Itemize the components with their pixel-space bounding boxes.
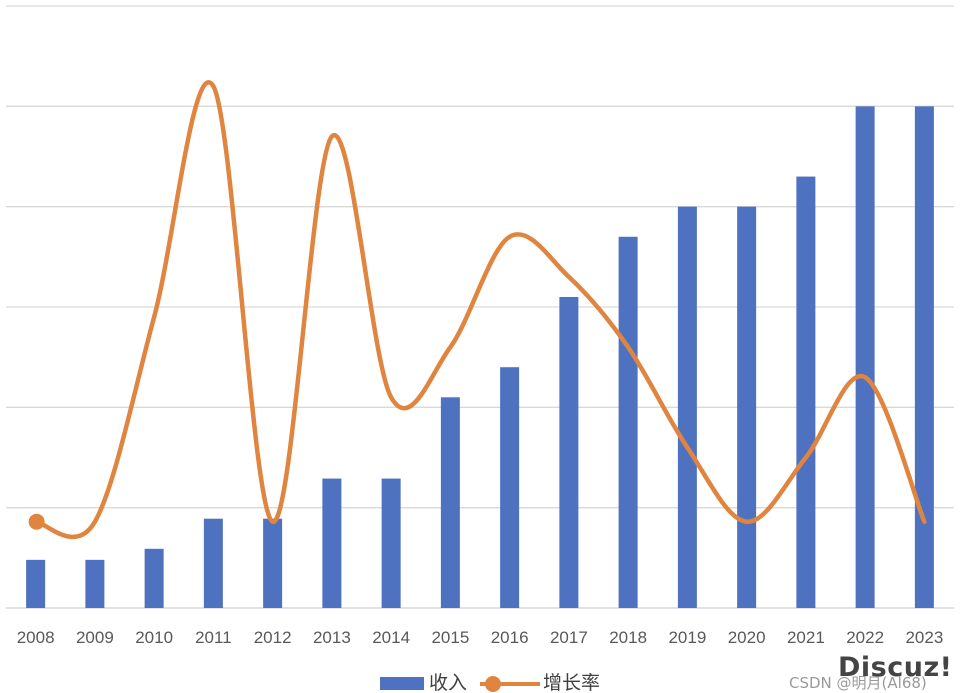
bar	[677, 206, 697, 608]
bar-series	[26, 106, 934, 609]
x-tick-label: 2011	[195, 628, 232, 647]
x-tick-label: 2012	[254, 628, 292, 647]
x-tick-label: 2017	[550, 628, 588, 647]
legend: 收入 增长率	[380, 672, 600, 693]
bar	[500, 367, 520, 608]
watermark-logo: Discuz!	[838, 652, 953, 683]
x-tick-label: 2009	[76, 628, 114, 647]
bar	[559, 296, 579, 608]
bar	[737, 206, 757, 608]
x-tick-label: 2016	[491, 628, 529, 647]
bar	[796, 176, 816, 609]
legend-line-marker	[485, 676, 501, 692]
bar	[618, 236, 638, 608]
bar	[914, 106, 934, 608]
line-series	[28, 80, 927, 540]
x-tick-label: 2023	[905, 628, 943, 647]
line-start-marker	[28, 513, 45, 530]
legend-bar-label: 收入	[429, 672, 467, 693]
bar	[85, 559, 105, 608]
x-tick-label: 2015	[431, 628, 469, 647]
x-tick-label: 2019	[668, 628, 706, 647]
x-tick-label: 2010	[135, 628, 173, 647]
bar	[26, 559, 46, 608]
legend-bar-swatch	[380, 677, 424, 690]
bar	[440, 397, 460, 608]
bar	[322, 478, 342, 608]
x-tick-label: 2008	[17, 628, 55, 647]
x-tick-label: 2020	[728, 628, 766, 647]
gridlines	[6, 5, 954, 609]
x-tick-label: 2021	[787, 628, 825, 647]
bar	[203, 518, 223, 608]
watermark-text: CSDN @明月(Al68)	[789, 674, 927, 692]
bar	[381, 478, 401, 608]
x-tick-label: 2014	[372, 628, 410, 647]
growth-line	[33, 80, 927, 540]
x-tick-label: 2013	[313, 628, 351, 647]
bar	[855, 106, 875, 608]
x-tick-label: 2018	[609, 628, 647, 647]
legend-line-label: 增长率	[543, 672, 600, 693]
bar	[263, 518, 283, 608]
x-tick-label: 2022	[846, 628, 884, 647]
x-axis-ticks: 2008 2009 2010 2011 2012 2013 2014 2015 2016 2017…	[17, 628, 944, 647]
bar	[144, 548, 164, 608]
watermark: Discuz! CSDN @明月(Al68)	[789, 652, 953, 692]
